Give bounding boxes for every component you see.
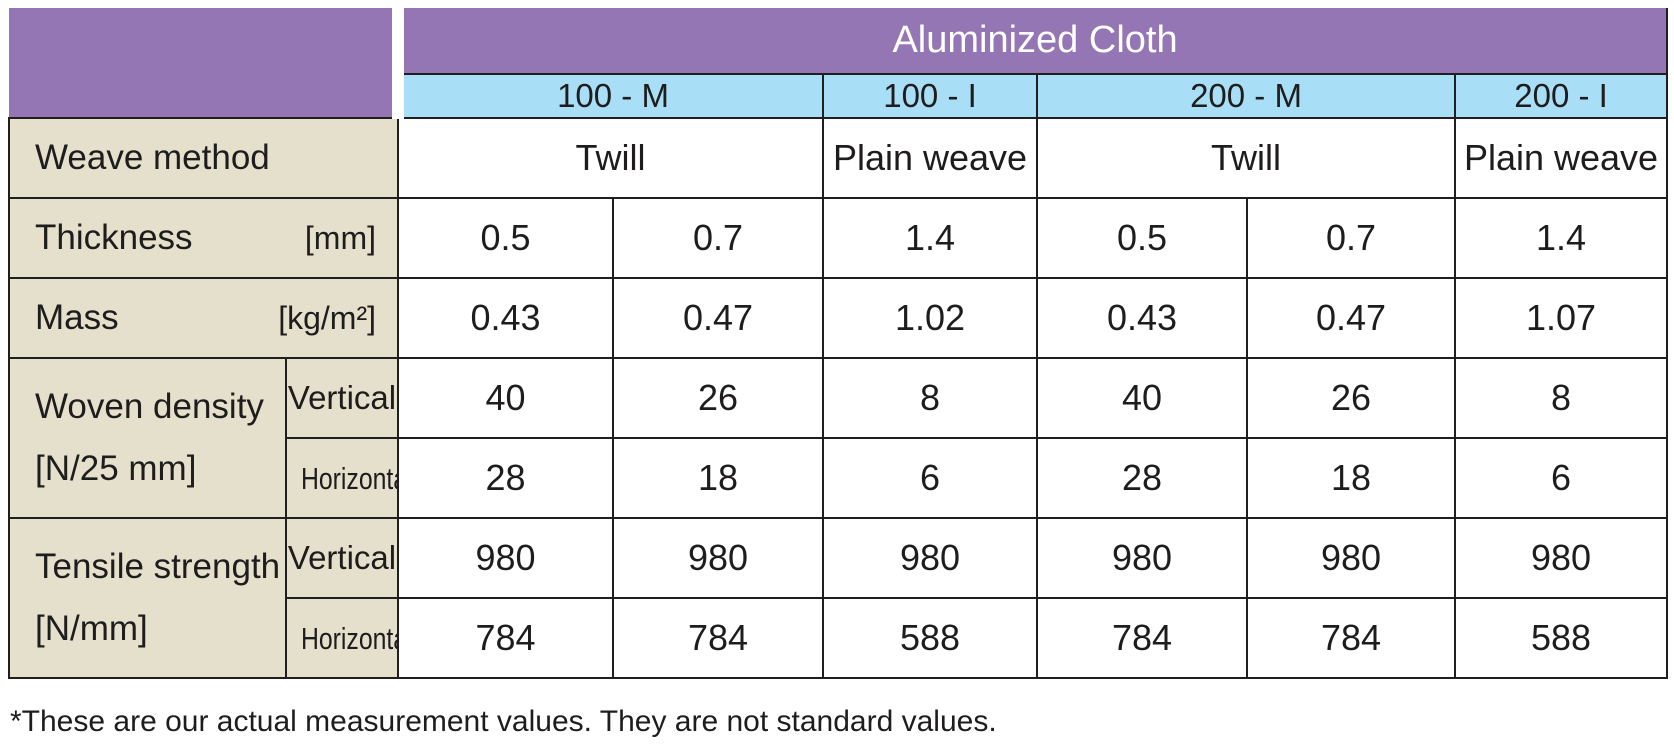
data-cell: 784 bbox=[1036, 597, 1248, 679]
row-tensile-strength-horizontal: Horizontal 784 784 588 784 784 588 bbox=[9, 597, 1669, 679]
row-label-weave-method: Weave method bbox=[8, 117, 399, 199]
data-cell: 980 bbox=[1453, 517, 1669, 599]
data-cell: 28 bbox=[397, 437, 614, 519]
column-header-100-m: 100 - M bbox=[397, 73, 824, 119]
data-cell: 8 bbox=[822, 357, 1038, 439]
data-cell: 1.4 bbox=[822, 197, 1038, 279]
data-cell: 980 bbox=[397, 517, 614, 599]
row-thickness: Thickness [mm] 0.5 0.7 1.4 0.5 0.7 1.4 bbox=[8, 197, 1669, 279]
data-cell: Plain weave bbox=[1453, 117, 1669, 199]
data-cell: 18 bbox=[1246, 437, 1456, 519]
data-cell: 980 bbox=[1246, 517, 1456, 599]
row-unit-text: [mm] bbox=[304, 219, 376, 256]
sub-label-horizontal: Horizontal bbox=[285, 437, 399, 519]
column-header-100-i: 100 - I bbox=[822, 73, 1038, 119]
row-mass: Mass [kg/m²] 0.43 0.47 1.02 0.43 0.47 1.… bbox=[8, 277, 1669, 359]
row-unit-text: [N/25 mm] bbox=[35, 449, 197, 488]
data-cell: 28 bbox=[1036, 437, 1248, 519]
data-cell: 6 bbox=[822, 437, 1038, 519]
data-cell: 784 bbox=[612, 597, 824, 679]
data-cell: Twill bbox=[1036, 117, 1456, 199]
data-cell: 0.43 bbox=[397, 277, 614, 359]
data-cell: 980 bbox=[822, 517, 1038, 599]
data-cell: 26 bbox=[1246, 357, 1456, 439]
data-cell: 6 bbox=[1453, 437, 1669, 519]
column-header-200-i: 200 - I bbox=[1453, 73, 1669, 119]
data-cell: Twill bbox=[397, 117, 824, 199]
data-cell: 0.5 bbox=[1036, 197, 1248, 279]
row-woven-density-horizontal: Horizontal 28 18 6 28 18 6 bbox=[9, 437, 1669, 519]
spec-table: Aluminized Cloth 100 - M 100 - I 200 - M… bbox=[8, 8, 1669, 679]
row-label-text: Woven density bbox=[35, 387, 264, 426]
row-weave-method: Weave method Twill Plain weave Twill Pla… bbox=[8, 117, 1669, 199]
data-cell: 980 bbox=[1036, 517, 1248, 599]
data-cell: 0.7 bbox=[612, 197, 824, 279]
data-cell: 1.07 bbox=[1453, 277, 1669, 359]
sub-label-text: Horizontal bbox=[300, 461, 396, 496]
row-label-thickness: Thickness [mm] bbox=[8, 197, 399, 279]
row-unit-text: [N/mm] bbox=[35, 609, 148, 648]
row-label-mass: Mass [kg/m²] bbox=[8, 277, 399, 359]
sub-label-vertical: Vertical bbox=[285, 357, 399, 439]
data-cell: 26 bbox=[612, 357, 824, 439]
data-cell: 784 bbox=[1246, 597, 1456, 679]
data-cell: 980 bbox=[612, 517, 824, 599]
data-cell: Plain weave bbox=[822, 117, 1038, 199]
sub-label-vertical: Vertical bbox=[285, 517, 399, 599]
data-cell: 40 bbox=[1036, 357, 1248, 439]
data-cell: 0.47 bbox=[1246, 277, 1456, 359]
table-title: Aluminized Cloth bbox=[396, 8, 1669, 75]
row-tensile-strength-vertical: Tensile strength [N/mm] Vertical 980 980… bbox=[8, 517, 1669, 679]
data-cell: 784 bbox=[397, 597, 614, 679]
data-cell: 8 bbox=[1453, 357, 1669, 439]
footnote: *These are our actual measurement values… bbox=[10, 705, 997, 738]
data-cell: 1.02 bbox=[822, 277, 1038, 359]
data-cell: 0.7 bbox=[1246, 197, 1456, 279]
row-label-text: Thickness bbox=[35, 218, 193, 257]
corner-block bbox=[9, 8, 404, 119]
data-cell: 588 bbox=[1453, 597, 1669, 679]
row-woven-density-vertical: Woven density [N/25 mm] Vertical 40 26 8… bbox=[8, 357, 1669, 519]
row-label-woven-density: Woven density [N/25 mm] bbox=[8, 357, 287, 519]
data-cell: 588 bbox=[822, 597, 1038, 679]
data-cell: 18 bbox=[612, 437, 824, 519]
column-header-200-m: 200 - M bbox=[1036, 73, 1456, 119]
row-label-text: Tensile strength bbox=[35, 547, 281, 586]
row-label-tensile-strength: Tensile strength [N/mm] bbox=[8, 517, 287, 679]
sub-label-text: Horizontal bbox=[300, 621, 396, 656]
data-cell: 0.43 bbox=[1036, 277, 1248, 359]
row-label-text: Weave method bbox=[35, 138, 270, 177]
row-unit-text: [kg/m²] bbox=[278, 299, 376, 336]
data-cell: 40 bbox=[397, 357, 614, 439]
data-cell: 0.5 bbox=[397, 197, 614, 279]
row-label-text: Mass bbox=[35, 298, 119, 337]
sub-label-horizontal: Horizontal bbox=[285, 597, 399, 679]
data-cell: 1.4 bbox=[1453, 197, 1669, 279]
data-cell: 0.47 bbox=[612, 277, 824, 359]
